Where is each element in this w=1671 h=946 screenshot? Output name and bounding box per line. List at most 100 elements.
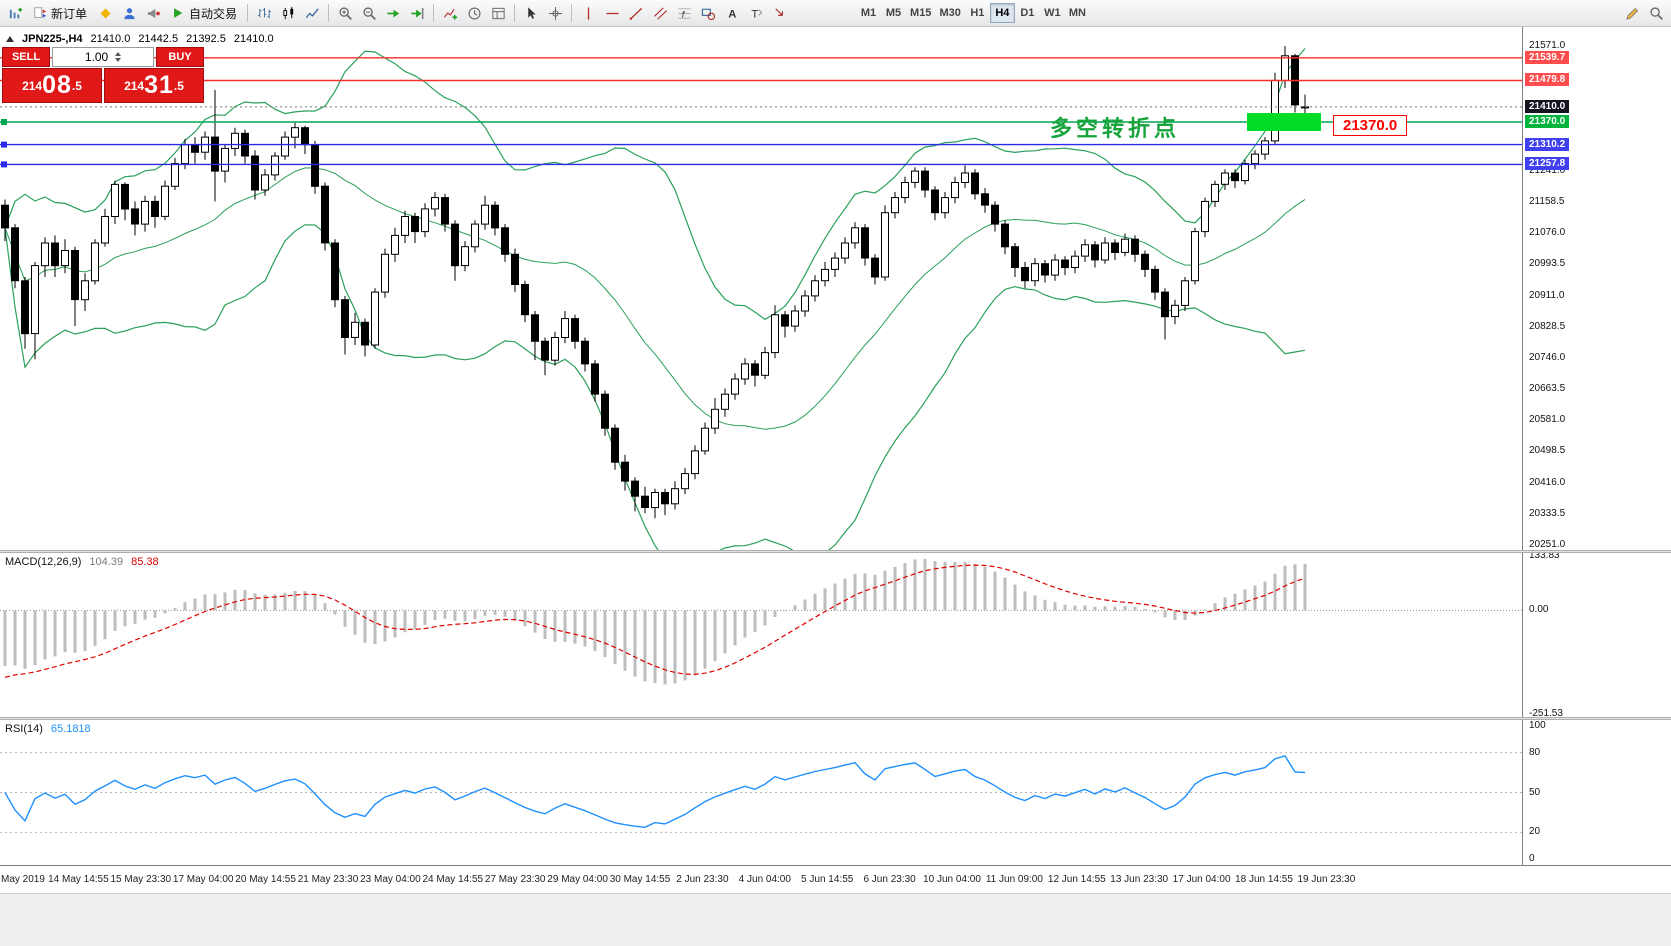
price-tick-label: 21571.0 xyxy=(1529,40,1566,51)
price-level-badge: 21479.8 xyxy=(1525,73,1570,87)
timeframe-toolbar: M1 M5 M15 M30 H1 H4 D1 W1 MN xyxy=(856,3,1090,23)
timeframe-button-H1[interactable]: H1 xyxy=(970,7,985,19)
trendline-tool-button[interactable] xyxy=(624,2,648,24)
text-tool-button[interactable]: A xyxy=(720,2,744,24)
buy-price-display[interactable]: 214 31.5 xyxy=(104,68,204,103)
arrows-tool-button[interactable] xyxy=(768,2,792,24)
rsi-tick-label: 0 xyxy=(1529,853,1535,864)
price-tick-label: 20663.5 xyxy=(1529,383,1566,395)
candlestick-mode-button[interactable] xyxy=(276,2,300,24)
time-axis-label: 18 Jun 14:55 xyxy=(1235,874,1293,885)
time-axis-label: 14 May 14:55 xyxy=(48,874,109,885)
rsi-tick-label: 50 xyxy=(1529,786,1541,798)
macd-tick-label: 0.00 xyxy=(1529,604,1549,616)
zoom-out-button[interactable] xyxy=(357,2,381,24)
rsi-pane-canvas[interactable] xyxy=(0,720,1522,865)
pane-splitter[interactable] xyxy=(0,717,1671,720)
ohlc-close: 21410.0 xyxy=(233,33,274,45)
profile-button[interactable] xyxy=(117,2,141,24)
new-order-button[interactable]: 新订单 xyxy=(27,2,93,24)
rsi-name: RSI(14) xyxy=(5,723,43,735)
annotation-turning-point-text[interactable]: 多空转折点 xyxy=(1050,116,1181,141)
indicators-button[interactable] xyxy=(438,2,462,24)
time-axis-label: 23 May 04:00 xyxy=(360,874,421,885)
new-order-icon xyxy=(33,6,47,20)
volume-input[interactable]: 1.00 xyxy=(52,47,154,67)
fibonacci-tool-button[interactable]: f xyxy=(672,2,696,24)
timeframe-button-H4[interactable]: H4 xyxy=(989,3,1015,23)
price-tick-label: 20416.0 xyxy=(1529,476,1566,488)
search-button[interactable] xyxy=(1644,2,1668,24)
edit-button[interactable] xyxy=(1620,2,1644,24)
macd-tick-label: 133.83 xyxy=(1529,549,1560,561)
autotrading-label: 自动交易 xyxy=(189,6,238,21)
zoom-in-button[interactable] xyxy=(333,2,357,24)
autotrading-button[interactable]: 自动交易 xyxy=(165,2,243,24)
bar-chart-mode-button[interactable] xyxy=(252,2,276,24)
time-axis-label: 24 May 14:55 xyxy=(422,874,484,885)
time-axis-label: 13 May 2019 xyxy=(0,874,45,885)
volume-value: 1.00 xyxy=(84,50,109,64)
line-chart-mode-button[interactable] xyxy=(300,2,324,24)
buy-button[interactable]: BUY xyxy=(156,47,204,67)
timeframe-button-W1[interactable]: W1 xyxy=(1044,7,1061,19)
annotation-price-label[interactable]: 21370.0 xyxy=(1333,115,1408,136)
volume-down-icon[interactable] xyxy=(115,58,122,62)
vertical-line-tool-button[interactable] xyxy=(576,2,600,24)
rsi-tick-label: 80 xyxy=(1529,746,1541,758)
price-tick-label: 20746.0 xyxy=(1529,351,1566,363)
svg-text:f: f xyxy=(681,9,685,19)
price-tick-label: 20251.0 xyxy=(1529,539,1566,550)
timeframe-button-M1[interactable]: M1 xyxy=(860,7,877,19)
price-tick-label: 21076.0 xyxy=(1529,227,1566,239)
timeframe-button-MN[interactable]: MN xyxy=(1068,7,1086,19)
main-toolbar: 新订单 自动交易 f A T M1 M5 M15 M30 H1 H4 D1 W1 MN xyxy=(0,0,1671,27)
timeframe-button-M30[interactable]: M30 xyxy=(939,7,961,19)
pane-splitter[interactable] xyxy=(0,550,1671,553)
label-tool-button[interactable]: T xyxy=(744,2,768,24)
collapse-arrow-icon[interactable] xyxy=(6,36,14,42)
price-tick-label: 20581.0 xyxy=(1529,414,1566,426)
mql5-button[interactable] xyxy=(93,2,117,24)
macd-name: MACD(12,26,9) xyxy=(5,556,82,568)
toolbar-separator xyxy=(247,4,249,22)
auto-scroll-button[interactable] xyxy=(381,2,405,24)
time-axis-label: 17 Jun 04:00 xyxy=(1172,874,1231,885)
new-chart-button[interactable] xyxy=(3,2,27,24)
volume-up-icon[interactable] xyxy=(115,52,122,56)
price-tick-label: 20333.5 xyxy=(1529,507,1566,519)
cursor-tool-button[interactable] xyxy=(519,2,543,24)
sell-price-display[interactable]: 214 08.5 xyxy=(2,68,102,103)
sell-button[interactable]: SELL xyxy=(2,47,50,67)
chart-shift-button[interactable] xyxy=(405,2,429,24)
price-level-badge: 21539.7 xyxy=(1525,50,1570,64)
time-axis-label: 21 May 23:30 xyxy=(297,874,359,885)
templates-button[interactable] xyxy=(486,2,510,24)
horizontal-line-tool-button[interactable] xyxy=(600,2,624,24)
channel-tool-button[interactable] xyxy=(648,2,672,24)
time-axis-label: 20 May 14:55 xyxy=(235,874,296,885)
macd-pane-canvas[interactable] xyxy=(0,553,1522,717)
chart-window: JPN225-,H4 21410.0 21442.5 21392.5 21410… xyxy=(0,27,1671,946)
timeframe-button-M15[interactable]: M15 xyxy=(910,7,932,19)
time-axis-label: 17 May 04:00 xyxy=(172,874,234,885)
news-button[interactable] xyxy=(141,2,165,24)
price-axis[interactable]: 21571.021241.021158.521076.020993.520911… xyxy=(1522,27,1671,865)
timeframe-button-M5[interactable]: M5 xyxy=(885,7,902,19)
toolbar-separator xyxy=(433,4,435,22)
time-axis-label: 19 Jun 23:30 xyxy=(1297,874,1356,885)
annotation-highlight-rectangle[interactable] xyxy=(1247,113,1321,131)
ohlc-low: 21392.5 xyxy=(186,33,226,45)
periods-button[interactable] xyxy=(462,2,486,24)
timeframe-button-D1[interactable]: D1 xyxy=(1020,7,1035,19)
price-chart-canvas[interactable] xyxy=(0,27,1522,572)
shapes-tool-button[interactable] xyxy=(696,2,720,24)
price-level-badge: 21257.8 xyxy=(1525,157,1570,171)
toolbar-separator xyxy=(571,4,573,22)
rsi-tick-label: 20 xyxy=(1529,826,1541,838)
crosshair-tool-button[interactable] xyxy=(543,2,567,24)
price-tick-label: 21158.5 xyxy=(1529,195,1565,207)
macd-signal-value: 85.38 xyxy=(131,556,159,568)
rsi-label: RSI(14) 65.1818 xyxy=(5,723,91,735)
